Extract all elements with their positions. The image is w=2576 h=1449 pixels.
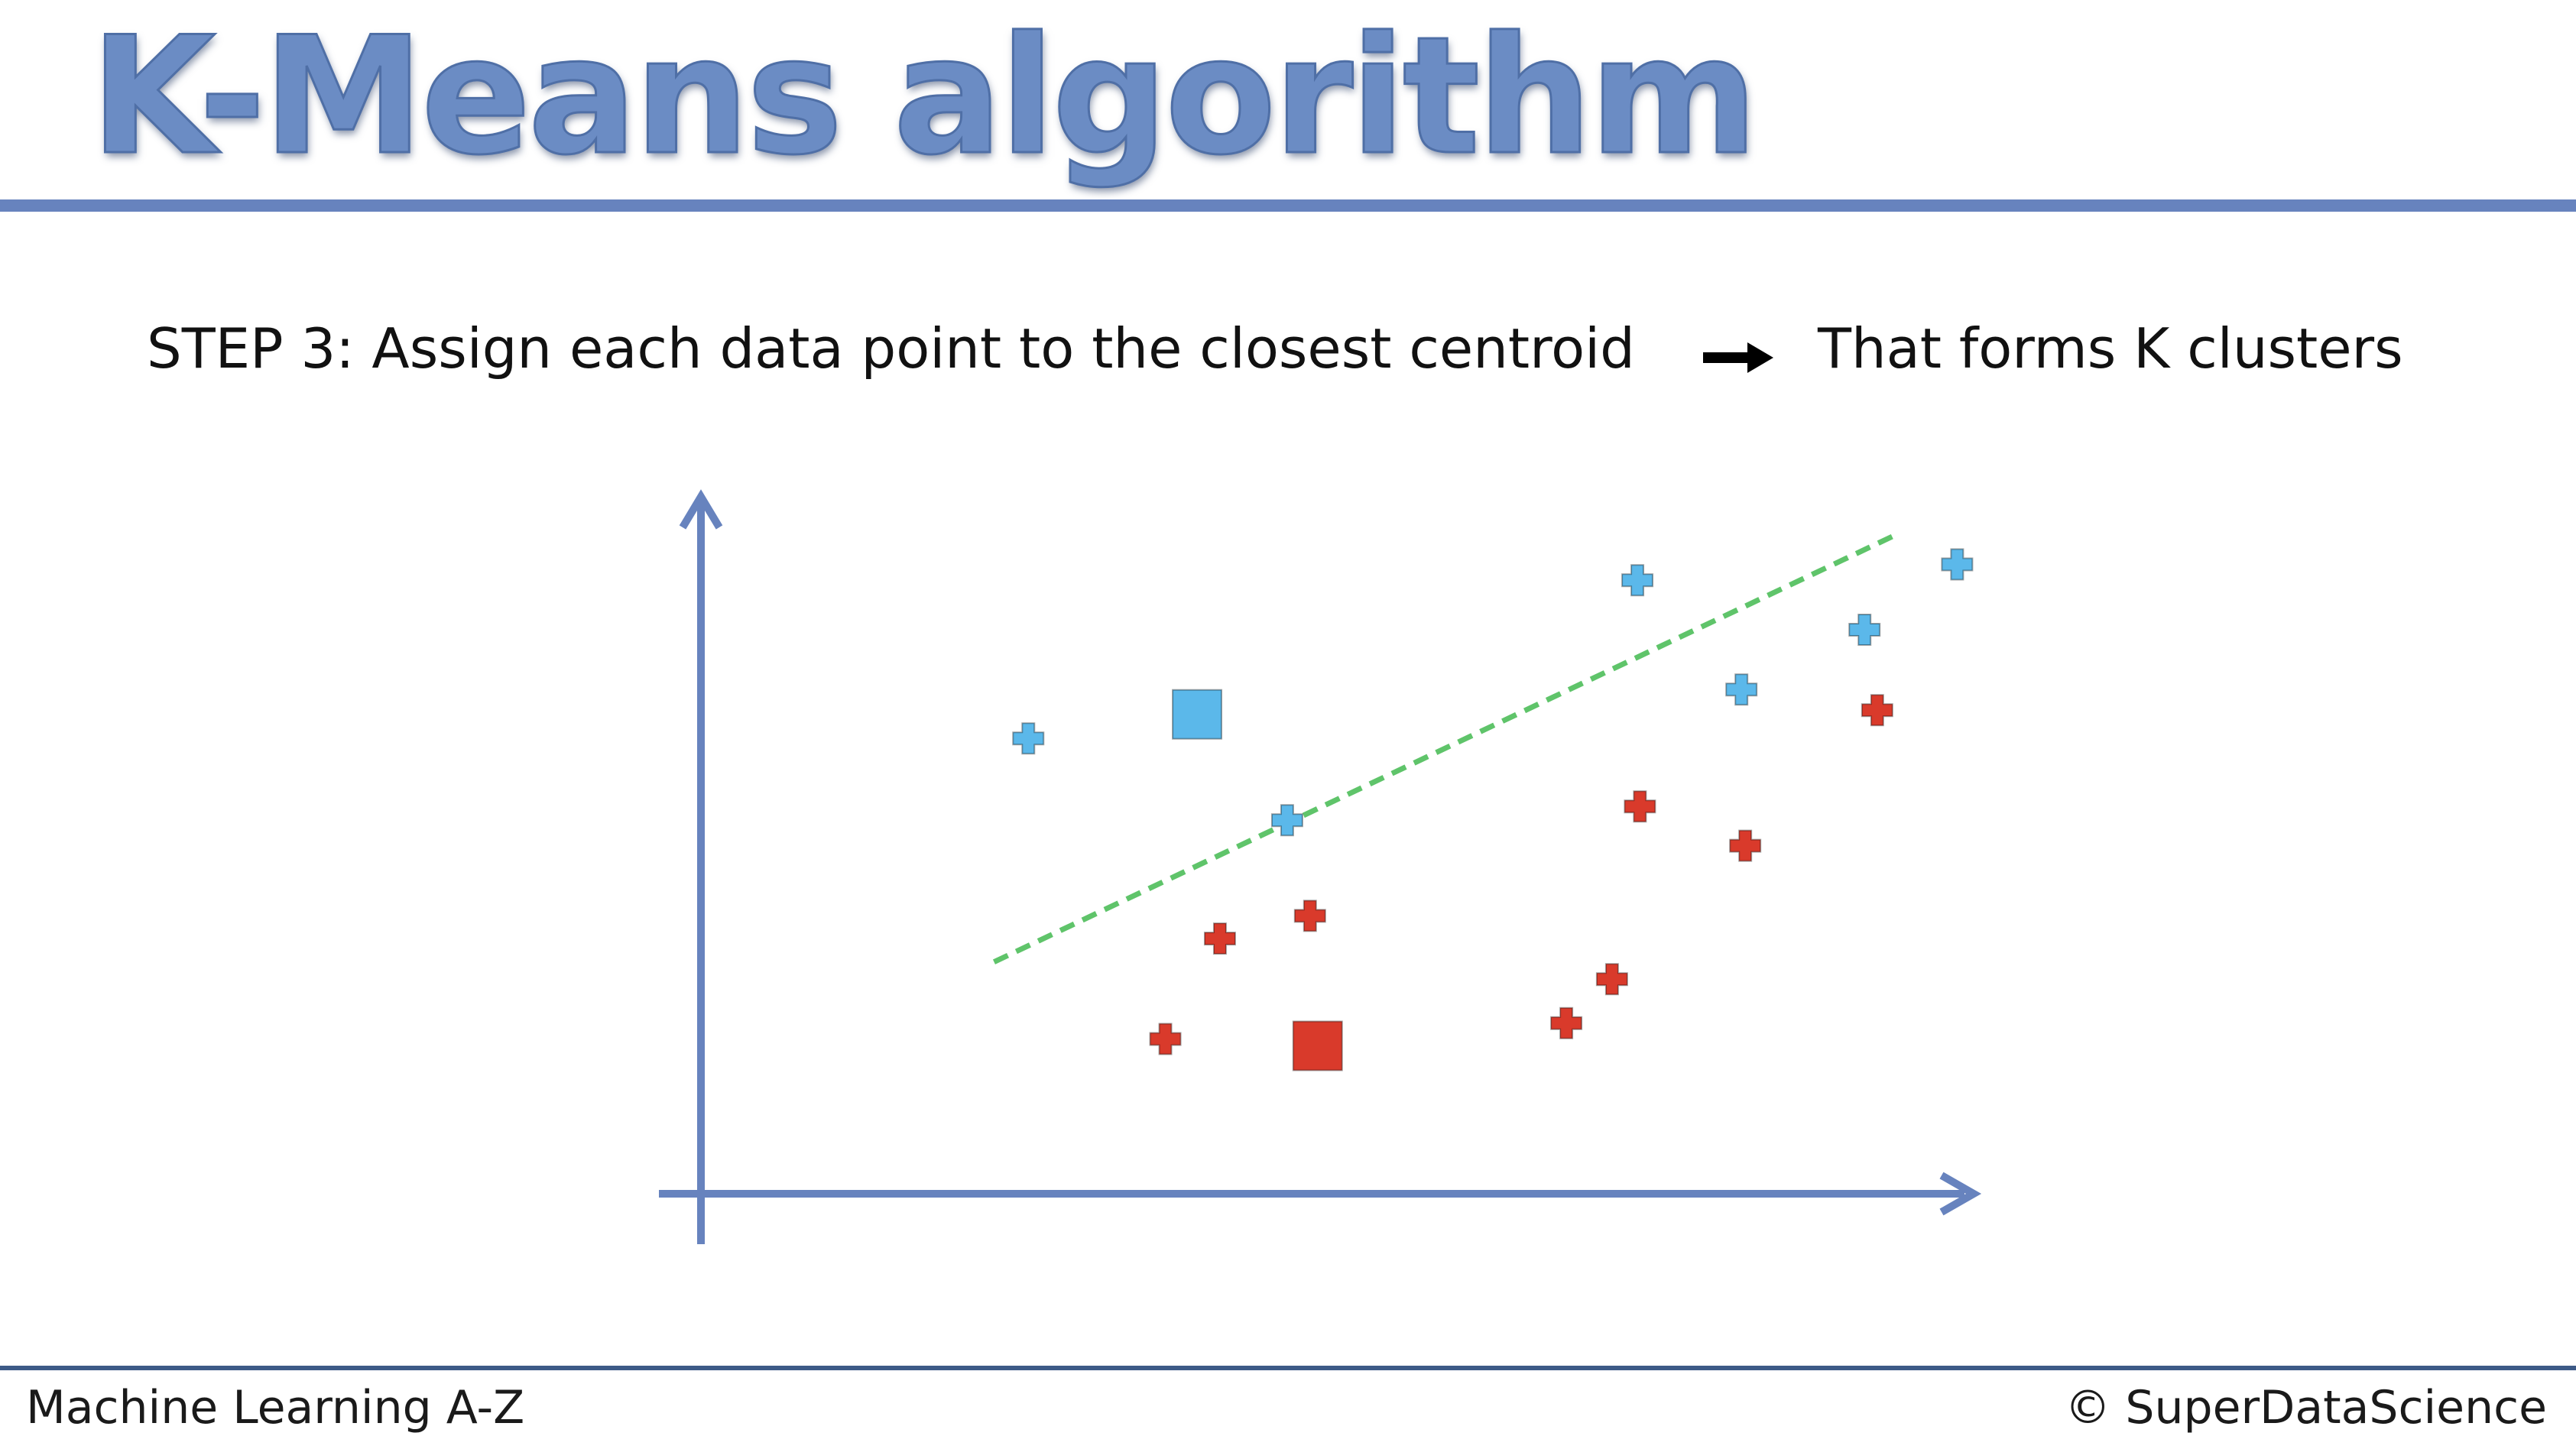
x-axis-arrow-icon bbox=[1939, 1172, 1982, 1216]
red-data-point bbox=[1729, 829, 1762, 862]
step-description: STEP 3: Assign each data point to the cl… bbox=[147, 316, 1635, 381]
red-centroid bbox=[1292, 1020, 1343, 1071]
blue-data-point bbox=[1621, 564, 1654, 597]
red-data-point bbox=[1595, 963, 1628, 996]
slide-title: K-Means algorithm bbox=[89, 2, 1759, 190]
cluster-boundary-line bbox=[992, 530, 1900, 964]
step-conclusion: That forms K clusters bbox=[1818, 316, 2403, 381]
course-name: Machine Learning A-Z bbox=[26, 1381, 525, 1434]
blue-data-point bbox=[1270, 804, 1303, 837]
blue-data-point bbox=[1941, 548, 1974, 581]
copyright-notice: © SuperDataScience bbox=[2065, 1381, 2547, 1434]
title-divider bbox=[0, 199, 2576, 212]
red-data-point bbox=[1624, 790, 1656, 823]
red-data-point bbox=[1149, 1023, 1182, 1055]
red-data-point bbox=[1293, 900, 1326, 932]
red-data-point bbox=[1861, 694, 1893, 727]
footer-divider bbox=[0, 1366, 2576, 1370]
blue-data-point bbox=[1725, 673, 1758, 706]
arrow-right-icon bbox=[1703, 342, 1773, 373]
blue-centroid bbox=[1172, 689, 1223, 740]
y-axis-arrow-icon bbox=[679, 489, 723, 530]
red-data-point bbox=[1550, 1007, 1583, 1039]
red-data-point bbox=[1203, 922, 1236, 955]
blue-data-point bbox=[1848, 614, 1881, 646]
blue-data-point bbox=[1012, 722, 1045, 755]
